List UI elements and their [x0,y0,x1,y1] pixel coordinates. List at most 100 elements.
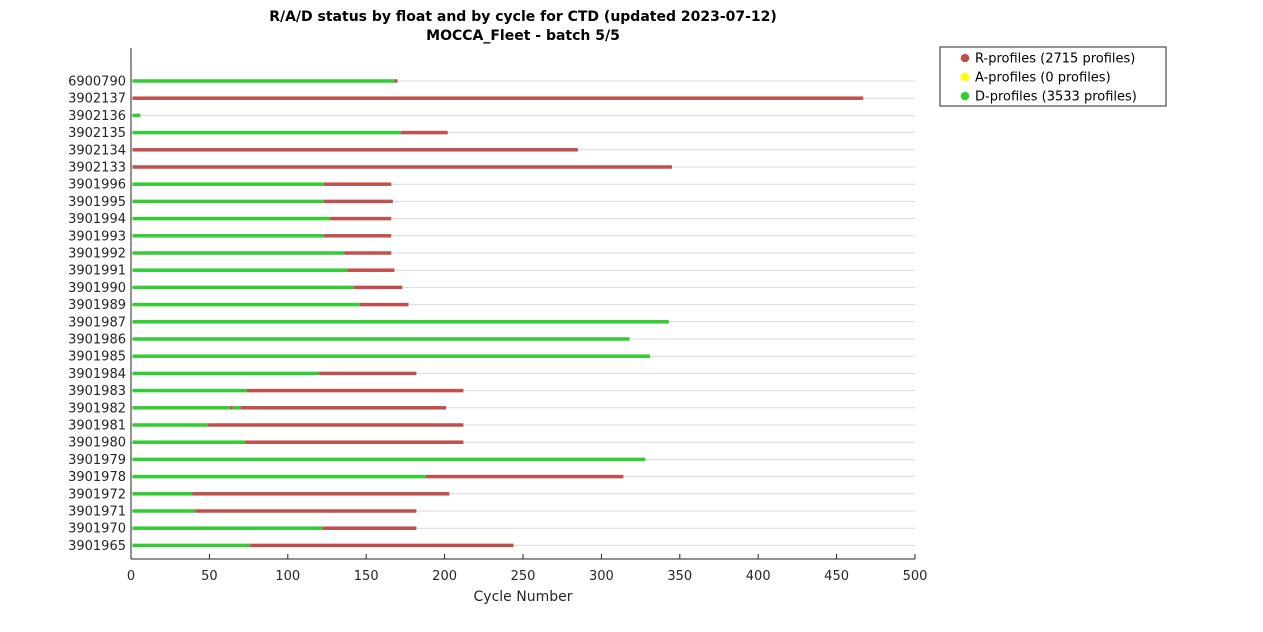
float-label: 3901978 [68,470,126,485]
r-profile-bar [247,388,464,393]
r-profile-bar [207,423,464,427]
x-tick-label: 400 [746,569,771,584]
float-label: 3901987 [68,315,126,330]
chart-subtitle: MOCCA_Fleet - batch 5/5 [426,28,620,44]
float-label: 3901980 [68,436,126,451]
d-profile-bar [132,474,426,479]
d-profile-bar [132,526,323,530]
float-label: 3901972 [68,487,126,502]
x-tick-label: 150 [354,569,379,584]
a-legend-label: A-profiles (0 profiles) [975,71,1111,86]
float-status-bars [132,79,864,548]
float-label: 3901981 [68,419,126,434]
r-profile-bar [394,79,398,83]
legend: R-profiles (2715 profiles) A-profiles (0 … [939,46,1167,107]
d-profile-bar [132,251,345,255]
float-label: 3902134 [68,143,126,158]
x-tick-label: 0 [127,569,135,584]
float-label: 3902136 [68,109,126,124]
d-profile-bar [132,423,208,427]
r-profile-bar [132,165,672,169]
d-profile-bar [132,457,646,462]
x-tick-label: 100 [275,569,300,584]
legend-box [939,46,1167,107]
float-label: 3901996 [68,178,126,193]
r-profile-bar [330,216,392,221]
r-profile-bar [344,251,392,255]
float-label: 3901986 [68,333,126,348]
r-profile-bar [132,148,578,152]
d-profile-bar [132,406,230,410]
d-profile-bar [132,320,669,324]
r-profile-bar [323,234,392,238]
d-profile-bar [132,302,360,307]
d-profile-bar [132,492,193,496]
d-profile-bar [132,388,248,393]
r-profile-bar [322,526,417,530]
d-profile-bar [132,182,324,186]
x-tick-label: 200 [432,569,457,584]
y-tick-labels: 6900790 3902137 3902136 3902135 3902134 39021… [68,75,126,554]
float-label: 3901982 [68,401,126,416]
d-profile-bar [132,285,354,290]
float-label: 3902135 [68,126,126,141]
d-profile-bar [132,234,324,238]
r-profile-bar [240,406,447,410]
float-label: 3902137 [68,92,126,107]
r-legend-label: R-profiles (2715 profiles) [975,52,1135,67]
r-profile-bar [323,182,392,186]
float-label: 3901965 [68,539,126,554]
x-tick-label: 500 [903,569,928,584]
x-tick-label: 250 [511,569,536,584]
r-profile-bar [400,130,448,135]
float-label: 3901983 [68,384,126,399]
d-profile-bar [132,130,401,135]
chart-title: R/A/D status by float and by cycle for C… [269,9,777,25]
a-legend-marker [960,72,970,81]
x-axis-label: Cycle Number [474,589,573,605]
r-profile-bar [353,285,403,290]
d-profile-bar [132,354,651,358]
float-label: 6900790 [68,75,126,90]
float-label: 3901970 [68,522,126,537]
x-tick-label: 450 [824,569,849,584]
x-tick-label: 350 [667,569,692,584]
d-profile-bar [132,199,324,204]
r-profile-bar [132,96,864,100]
d-profile-bar [132,440,246,444]
r-profile-bar [319,371,417,376]
d-profile-bar [132,509,196,513]
d-legend-label: D-profiles (3533 profiles) [975,90,1137,105]
d-profile-bar [132,337,630,341]
float-label: 3901995 [68,195,126,210]
float-label: 3901992 [68,247,126,262]
x-tick-label: 300 [589,569,614,584]
d-legend-marker [960,91,970,100]
float-label: 3901993 [68,229,126,244]
d-profile-bar [132,79,395,83]
float-label: 3901994 [68,212,126,227]
r-profile-bar [323,199,393,204]
r-profile-bar [245,440,464,444]
float-label: 3902133 [68,161,126,176]
r-profile-bar [195,509,417,513]
x-tick-label: 50 [201,569,218,584]
d-profile-bar [232,406,241,410]
r-profile-bar [425,474,624,479]
r-profile-bar [229,406,233,410]
d-profile-bar [132,216,331,221]
float-label: 3901971 [68,505,126,520]
d-profile-bar [132,543,251,548]
float-label: 3901979 [68,453,126,468]
d-profile-bar [132,268,348,272]
x-ticks: 0 50 100 150 200 250 300 350 400 450 500 [127,554,928,584]
float-label: 3901985 [68,350,126,365]
float-label: 3901991 [68,264,126,279]
r-profile-bar [359,302,409,307]
r-profile-bar [192,492,450,496]
d-profile-bar [132,371,320,376]
float-label: 3901990 [68,281,126,296]
d-profile-bar [132,113,141,118]
r-profile-bar [250,543,514,548]
